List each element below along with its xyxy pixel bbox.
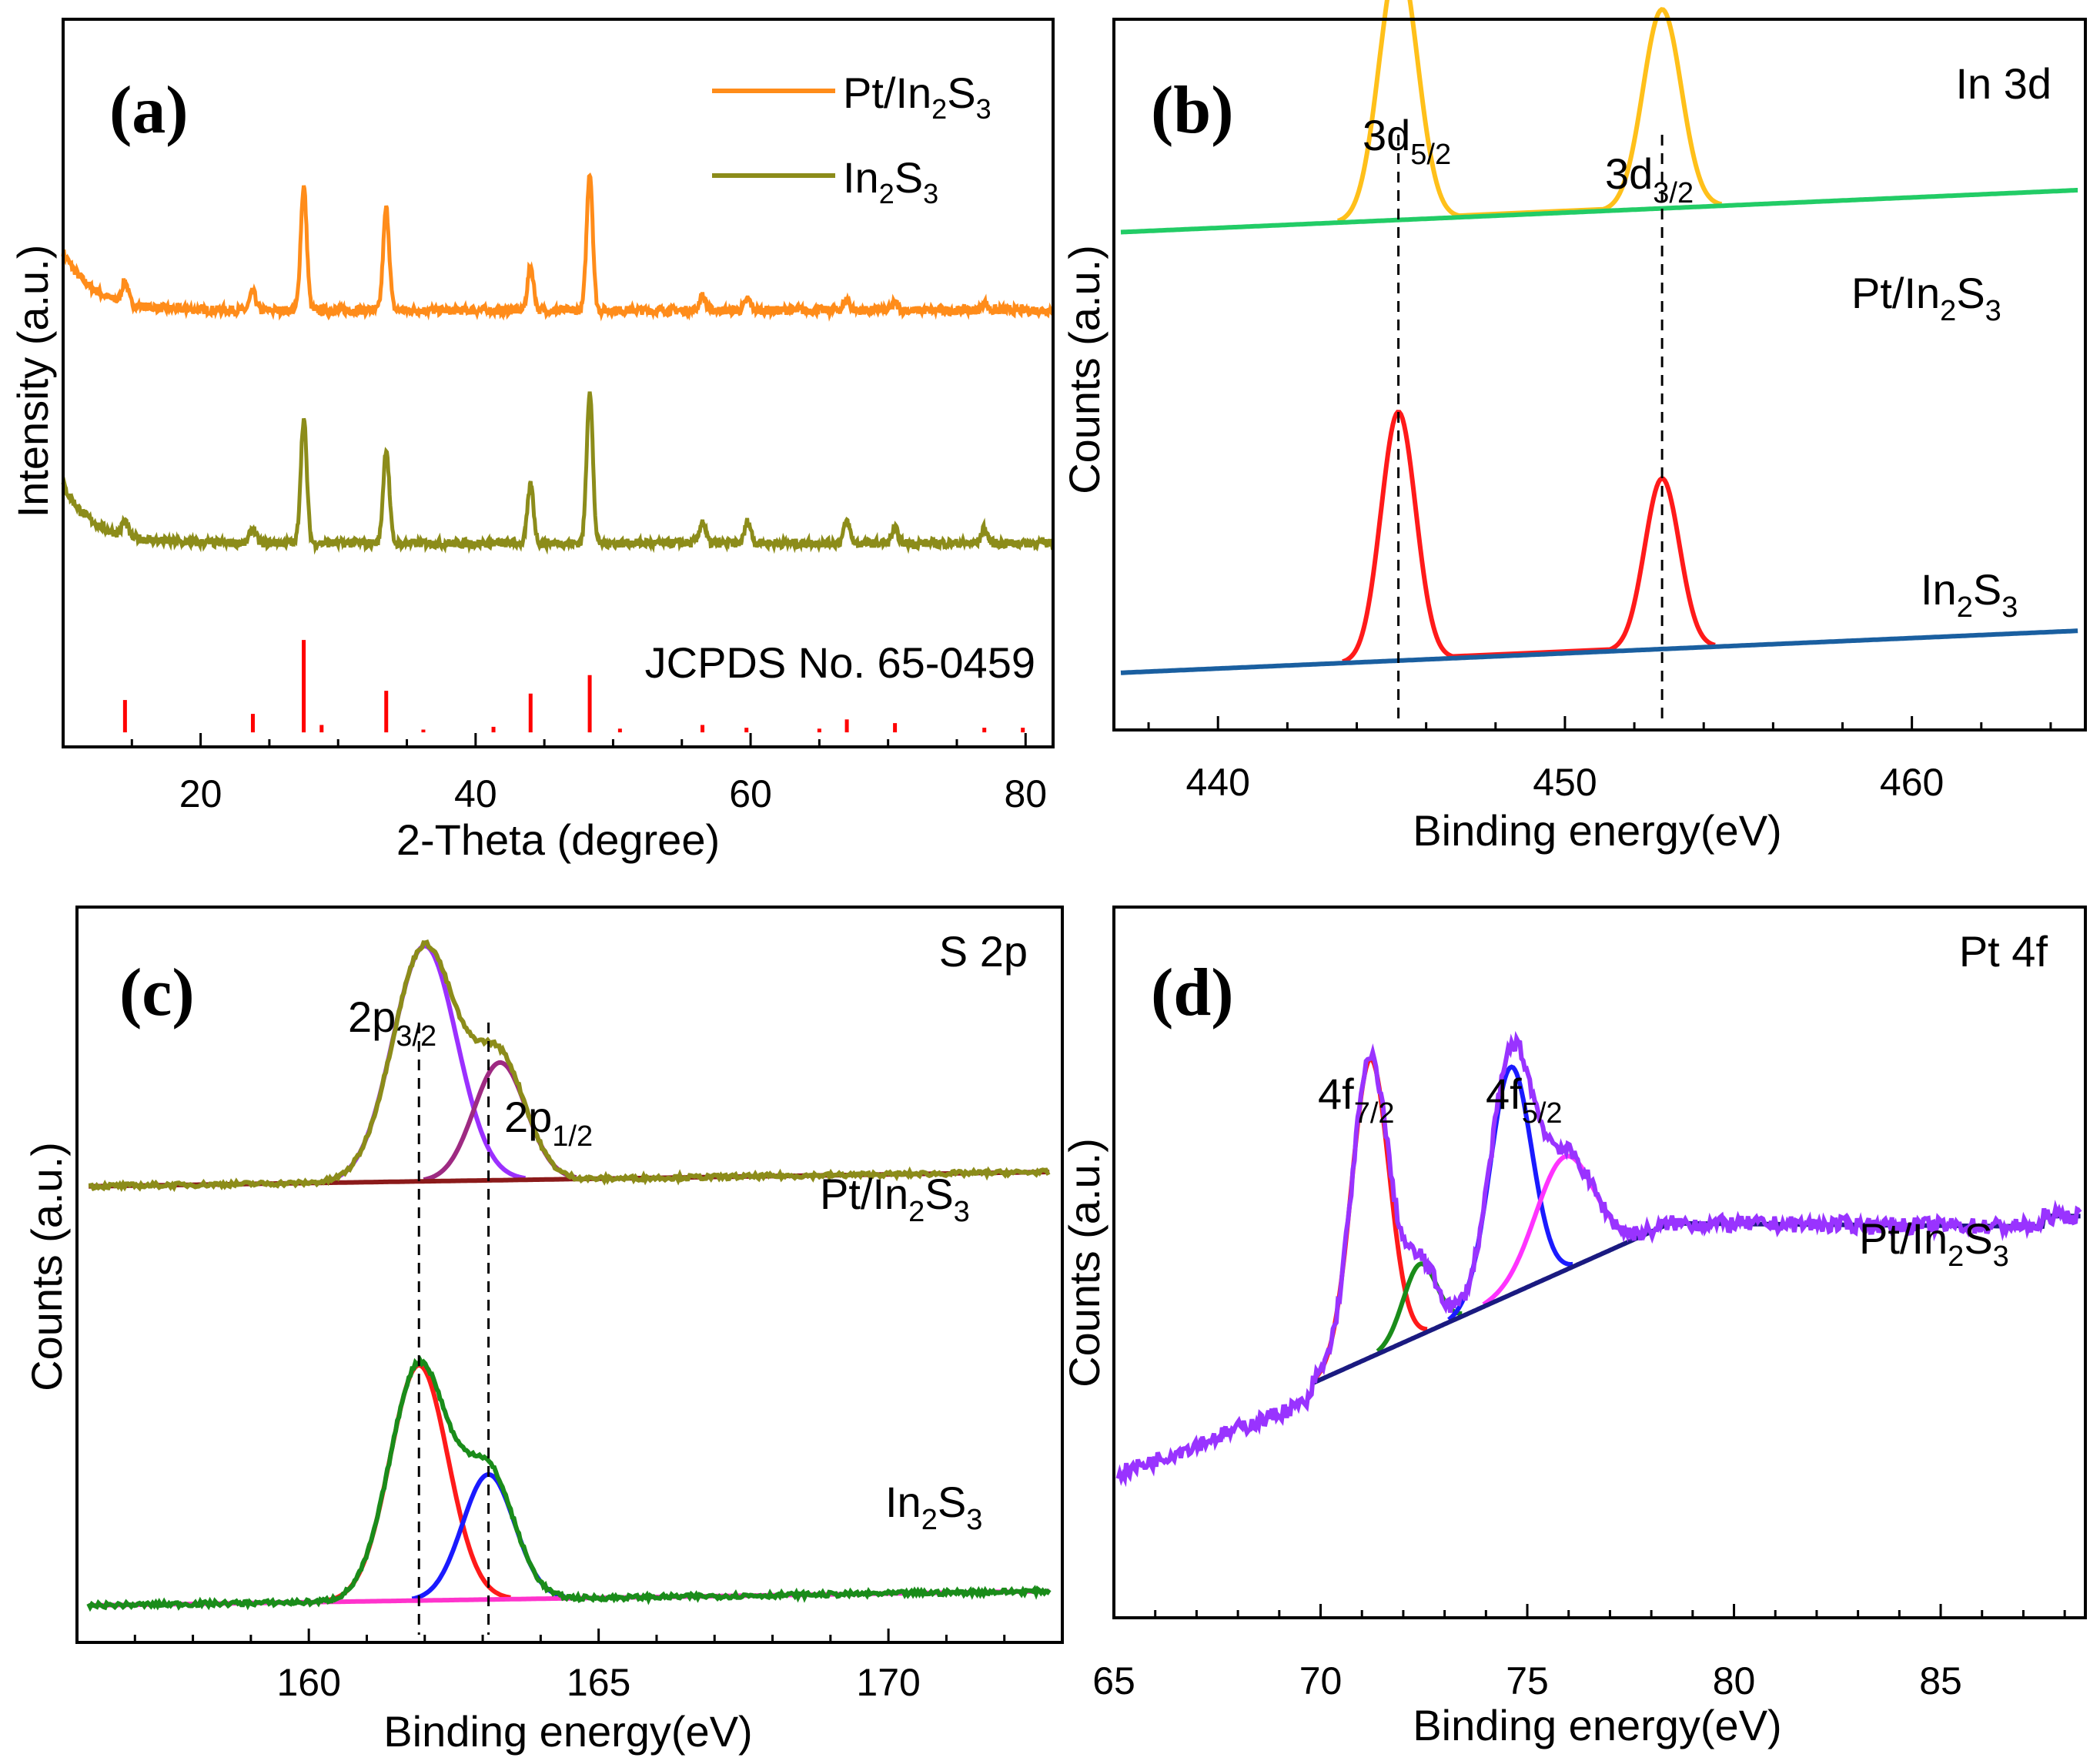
panel-d-peak-label-4f52: 4f5/2: [1486, 1070, 1563, 1130]
panel-c-y-label: Counts (a.u.): [22, 1142, 71, 1391]
panel-c-x-ticks: 160 165 170: [75, 1629, 1064, 1704]
panel-c-frame: [75, 906, 1064, 1644]
panel-b-plot-area: [1120, 0, 2078, 722]
panel-c-title: S 2p: [939, 927, 1028, 976]
xrd-series-line-1: [61, 391, 1055, 555]
panel-d-x-label: Binding energy(eV): [1413, 1701, 1781, 1749]
panel-d-peak-label-4f72: 4f7/2: [1318, 1070, 1395, 1130]
xps-series-line-3: [88, 939, 1051, 1193]
panel-a-plot-area: [61, 172, 1055, 733]
panel-c-x-label: Binding energy(eV): [383, 1707, 752, 1756]
panel-c-peak-label-2p12: 2p1/2: [504, 1093, 593, 1153]
panel-d-frame: [1112, 906, 2087, 1619]
panel-c-tick-label: 165: [567, 1661, 630, 1704]
panel-a-legend: Pt/In2S3 In2S3: [712, 69, 991, 209]
panel-d-y-label: Counts (a.u.): [1060, 1138, 1109, 1388]
panel-d-tick-label: 75: [1506, 1659, 1549, 1702]
panel-b-series-label-pt-in2s3: Pt/In2S3: [1851, 269, 2001, 327]
xps-series-line-2: [1342, 410, 1716, 665]
panel-d-tick-label: 70: [1299, 1659, 1343, 1702]
panel-b-x-label: Binding energy(eV): [1413, 806, 1781, 855]
panel-a-x-label: 2-Theta (degree): [396, 815, 720, 864]
panel-d-title: Pt 4f: [1959, 927, 2048, 976]
panel-c-series-label-in2s3: In2S3: [885, 1478, 982, 1536]
panel-c-series-label-pt-in2s3: Pt/In2S3: [820, 1170, 970, 1228]
panel-a-frame: [62, 18, 1055, 748]
panel-d-plot-area: [1115, 1030, 2082, 1488]
panel-a-tick-label: 20: [179, 772, 222, 815]
panel-b-peak-label-3d52: 3d5/2: [1363, 111, 1451, 171]
panel-a-x-ticks: 20 40 60 80: [62, 733, 1047, 815]
panel-b-title: In 3d: [1955, 59, 2052, 108]
jcpds-reference-label: JCPDS No. 65-0459: [645, 638, 1035, 687]
panel-b-tag: (b): [1151, 73, 1234, 148]
panel-a-tag: (a): [109, 73, 189, 148]
xps-series-line-1: [1120, 188, 2078, 235]
panel-c-peak-label-2p32: 2p3/2: [348, 993, 436, 1053]
panel-b-peak-label-3d32: 3d3/2: [1605, 149, 1694, 209]
panel-b-y-label: Counts (a.u.): [1060, 245, 1109, 494]
panel-a-xrd: (a) 20 40 60 80 2-Theta (degree) Intensity …: [8, 18, 1055, 864]
panel-a-tick-label: 40: [454, 772, 497, 815]
panel-a-tick-label: 60: [729, 772, 772, 815]
panel-d-tick-label: 65: [1092, 1659, 1135, 1702]
legend-label-in2s3: In2S3: [843, 153, 938, 209]
xps-pt4f-series-line-5: [1115, 1030, 2082, 1488]
panel-c-plot-area: [86, 939, 1052, 1635]
panel-c-s2p: (c) S 2p 2p3/2 2p1/2 Pt/In2S3 In2S3 160 1…: [22, 906, 1064, 1756]
panel-a-tick-label: 80: [1004, 772, 1047, 815]
panel-d-x-ticks: 65 70 75 80 85: [1092, 1604, 2066, 1702]
panel-d-tick-label: 80: [1713, 1659, 1756, 1702]
panel-d-tag: (d): [1151, 956, 1234, 1030]
panel-c-tick-label: 170: [856, 1661, 920, 1704]
xps-series-line-7: [86, 1355, 1052, 1612]
panel-b-tick-label: 450: [1533, 761, 1597, 804]
panel-c-tick-label: 160: [276, 1661, 340, 1704]
panel-a-y-label: Intensity (a.u.): [8, 245, 57, 518]
panel-c-tag: (c): [119, 956, 195, 1030]
xrd-series-line-0: [61, 172, 1055, 322]
panel-b-series-label-in2s3: In2S3: [1921, 565, 2018, 624]
panel-d-series-label-pt-in2s3: Pt/In2S3: [1859, 1214, 2009, 1273]
xps-series-line-3: [1120, 628, 2078, 675]
panel-b-tick-label: 440: [1185, 761, 1249, 804]
panel-b-in3d: (b) In 3d 3d5/2 3d3/2 Pt/In2S3 In2S3 440…: [1060, 0, 2087, 855]
panel-b-tick-label: 460: [1880, 761, 1944, 804]
panel-b-frame: [1112, 18, 2087, 732]
panel-d-tick-label: 85: [1919, 1659, 1962, 1702]
panel-d-pt4f: (d) Pt 4f 4f7/2 4f5/2 Pt/In2S3 65 70 75 80 8…: [1060, 906, 2087, 1749]
panel-b-x-ticks: 440 450 460: [1147, 716, 2052, 804]
legend-label-pt-in2s3: Pt/In2S3: [843, 69, 991, 125]
